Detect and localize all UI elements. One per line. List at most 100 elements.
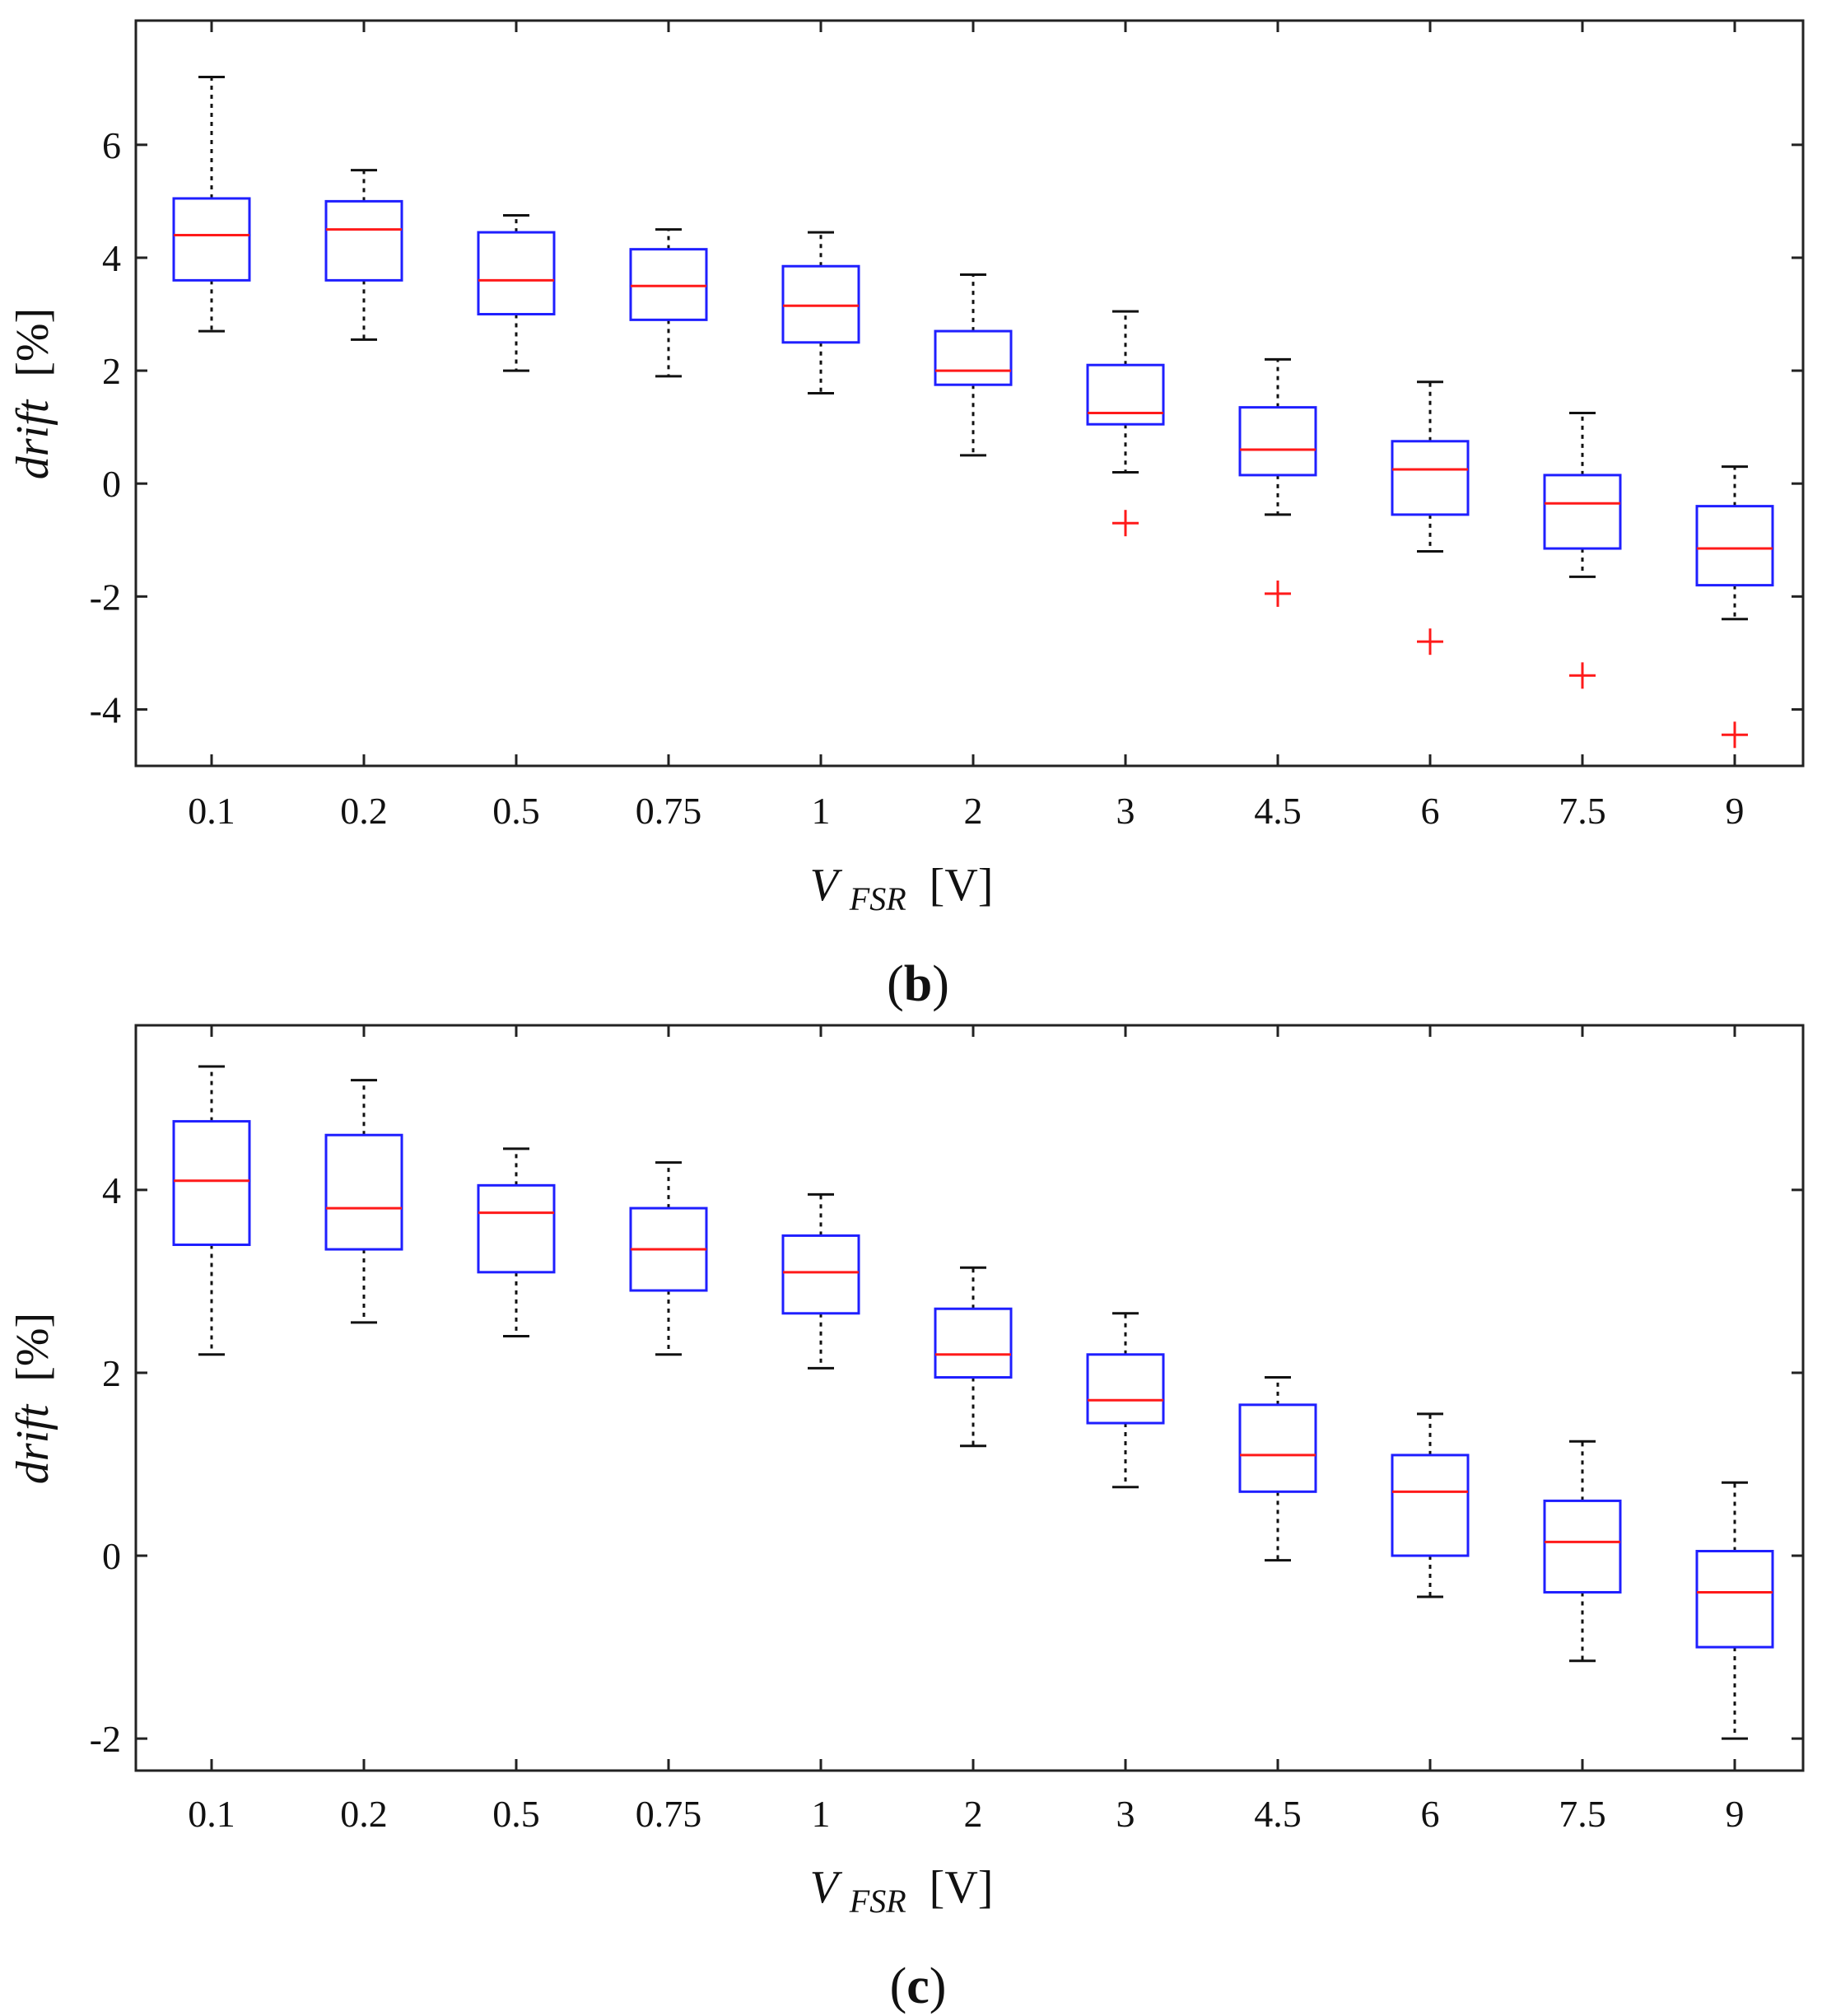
x-axis-title: V FSR [V] <box>810 1862 994 1923</box>
y-tick-label: 4 <box>102 237 121 279</box>
x-axis-title-unit: [V] <box>930 1862 994 1913</box>
box-1 <box>781 1192 860 1370</box>
x-tick-label: 0.75 <box>636 1793 702 1835</box>
x-axis-ticks: 0.1 0.2 0.5 0.75 1 2 3 4.5 6 7.5 9 <box>188 1025 1745 1835</box>
box-9 <box>1695 465 1774 749</box>
iqr-box <box>934 1307 1013 1379</box>
y-axis-title: drift [%] <box>7 1313 58 1484</box>
box-2 <box>934 1266 1013 1448</box>
outlier-marker <box>1265 580 1291 607</box>
box-0.2 <box>324 1079 403 1324</box>
iqr-box <box>172 197 251 282</box>
iqr-box <box>1695 1549 1774 1649</box>
box-0.75 <box>629 228 708 378</box>
y-axis-ticks: -2 0 2 4 <box>90 1169 1803 1760</box>
x-axis-title-var: V <box>810 1862 843 1913</box>
box-series <box>172 76 1774 749</box>
x-tick-label: 4.5 <box>1254 790 1302 832</box>
y-tick-label: 0 <box>102 463 121 505</box>
iqr-box <box>324 1133 403 1251</box>
iqr-box <box>1086 363 1165 426</box>
y-axis-ticks: -4 -2 0 2 4 6 <box>90 124 1803 730</box>
x-tick-label: 0.1 <box>188 790 235 832</box>
x-axis-title-var: V <box>810 860 843 911</box>
box-1 <box>781 231 860 394</box>
panel-letter: c <box>906 1958 930 2014</box>
x-tick-label: 2 <box>964 1793 983 1835</box>
chart-panel-c: -2 0 2 4 0.1 0.2 0.5 0.75 1 2 3 4.5 6 7.5 9 drift [%]… <box>7 1024 1805 2014</box>
iqr-box <box>781 1234 860 1315</box>
panel-letter: b <box>904 956 932 1012</box>
x-axis-title-unit: [V] <box>930 860 994 911</box>
box-4.5 <box>1238 357 1317 607</box>
x-axis-title: V FSR [V] <box>810 860 994 921</box>
box-0.2 <box>324 169 403 341</box>
box-0.1 <box>172 76 251 333</box>
iqr-box <box>1543 474 1622 550</box>
x-tick-label: 0.2 <box>340 790 388 832</box>
y-axis-title-var: drift <box>7 1403 58 1484</box>
y-tick-label: -4 <box>90 688 121 730</box>
outlier-marker <box>1112 510 1139 537</box>
box-3 <box>1086 1312 1165 1489</box>
outlier-marker <box>1417 628 1443 656</box>
iqr-box <box>1238 406 1317 477</box>
box-7.5 <box>1543 1440 1622 1663</box>
x-tick-label: 9 <box>1726 1793 1745 1835</box>
x-axis-ticks: 0.1 0.2 0.5 0.75 1 2 3 4.5 6 7.5 9 <box>188 21 1745 832</box>
x-tick-label: 0.1 <box>188 1793 235 1835</box>
panel-label: (b) <box>887 956 949 1012</box>
iqr-box <box>1238 1403 1317 1493</box>
iqr-box <box>629 248 708 321</box>
x-tick-label: 0.2 <box>340 1793 388 1835</box>
x-tick-label: 4.5 <box>1254 1793 1302 1835</box>
box-2 <box>934 273 1013 457</box>
x-tick-label: 7.5 <box>1559 790 1606 832</box>
box-9 <box>1695 1481 1774 1740</box>
outlier-marker <box>1569 662 1596 689</box>
box-series <box>172 1065 1774 1740</box>
y-tick-label: -2 <box>90 1718 121 1760</box>
x-tick-label: 3 <box>1116 790 1135 832</box>
iqr-box <box>1391 440 1470 516</box>
x-tick-label: 3 <box>1116 1793 1135 1835</box>
panel-label: (c) <box>890 1958 947 2014</box>
iqr-box <box>934 329 1013 386</box>
box-7.5 <box>1543 411 1622 689</box>
y-axis-title-var: drift <box>7 399 58 479</box>
box-0.5 <box>477 1147 556 1338</box>
y-tick-label: 0 <box>102 1535 121 1577</box>
x-tick-label: 1 <box>812 1793 831 1835</box>
y-tick-label: 2 <box>102 350 121 392</box>
chart-panel-b: -4 -2 0 2 4 6 0.1 0.2 0.5 0.75 1 2 3 4.5 6 7.5 9 drift … <box>7 19 1805 1012</box>
iqr-box <box>477 231 556 316</box>
box-0.75 <box>629 1161 708 1356</box>
iqr-box <box>1391 1454 1470 1557</box>
iqr-box <box>324 199 403 282</box>
iqr-box <box>1086 1353 1165 1425</box>
y-tick-label: 2 <box>102 1352 121 1394</box>
y-axis-title-unit: [%] <box>7 308 58 377</box>
x-axis-title-sub: FSR <box>849 880 906 917</box>
x-axis-title-sub: FSR <box>849 1883 906 1920</box>
iqr-box <box>1543 1499 1622 1594</box>
y-axis-title-unit: [%] <box>7 1313 58 1382</box>
box-3 <box>1086 310 1165 537</box>
y-tick-label: 4 <box>102 1169 121 1211</box>
y-tick-label: -2 <box>90 576 121 618</box>
x-tick-label: 9 <box>1726 790 1745 832</box>
x-tick-label: 2 <box>964 790 983 832</box>
x-tick-label: 0.5 <box>492 1793 540 1835</box>
x-tick-label: 0.5 <box>492 790 540 832</box>
x-tick-label: 0.75 <box>636 790 702 832</box>
plot-frame <box>134 19 1805 768</box>
x-tick-label: 7.5 <box>1559 1793 1606 1835</box>
iqr-box <box>172 1120 251 1247</box>
box-6 <box>1391 1412 1470 1598</box>
iqr-box <box>477 1183 556 1274</box>
y-tick-label: 6 <box>102 124 121 166</box>
box-4.5 <box>1238 1376 1317 1562</box>
iqr-box <box>1695 505 1774 587</box>
plot-frame <box>134 1024 1805 1772</box>
